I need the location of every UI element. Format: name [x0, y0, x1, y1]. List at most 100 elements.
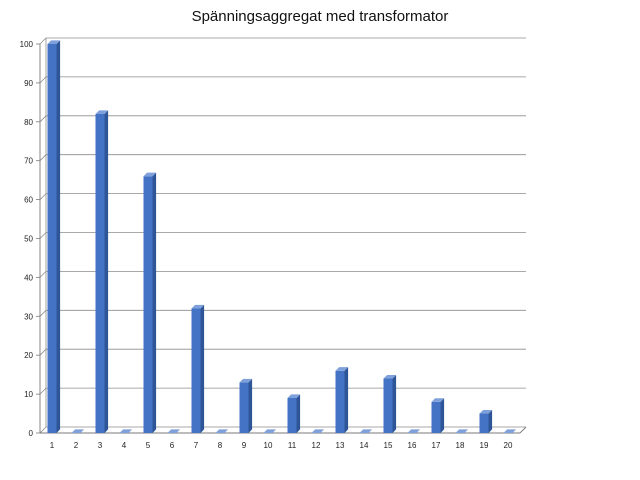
gridline-side	[39, 426, 47, 434]
bar	[335, 367, 349, 433]
bar	[263, 429, 277, 433]
y-tick-label: 60	[24, 196, 33, 205]
bar-front	[143, 176, 153, 433]
bar-side	[200, 304, 205, 433]
y-tick-label: 50	[24, 235, 33, 244]
bar	[287, 394, 301, 433]
bar-top	[503, 429, 517, 433]
bar	[95, 110, 109, 434]
gridline-side	[39, 76, 47, 84]
x-tick-label: 12	[312, 441, 321, 450]
bar	[503, 429, 517, 433]
bar-top	[119, 429, 133, 433]
gridline-side	[39, 310, 47, 317]
bar-top	[47, 40, 61, 44]
x-tick-label: 10	[264, 441, 273, 450]
bar	[239, 378, 253, 433]
bar	[383, 374, 397, 433]
x-tick-label: 6	[170, 441, 175, 450]
bar-side	[296, 394, 301, 433]
bar-side	[56, 40, 61, 434]
bar	[215, 429, 229, 433]
y-tick-label: 20	[24, 351, 33, 360]
bar-side	[104, 110, 109, 434]
x-tick-label: 17	[432, 441, 441, 450]
bar-top	[383, 374, 397, 379]
y-tick-label: 80	[24, 118, 33, 127]
bar-front	[239, 382, 249, 433]
bar	[455, 429, 469, 433]
bar-front	[287, 397, 297, 433]
bar-top	[239, 378, 253, 383]
bar-side	[488, 409, 493, 433]
bar-top	[431, 398, 445, 402]
bars-layer	[47, 40, 517, 434]
bar-top	[335, 367, 349, 371]
floor-edge	[519, 426, 527, 434]
gridline-side	[39, 348, 47, 356]
bar	[119, 429, 133, 433]
bar-top	[215, 429, 229, 433]
x-tick-label: 20	[504, 441, 513, 450]
y-tick-label: 100	[20, 40, 34, 49]
bar-top	[287, 394, 301, 398]
bar	[311, 429, 325, 433]
bar-front	[383, 378, 393, 433]
bar-front	[191, 308, 201, 433]
x-tick-label: 9	[242, 441, 247, 450]
x-tick-label: 18	[456, 441, 465, 450]
gridline-side	[39, 115, 47, 123]
y-tick-label: 70	[24, 157, 33, 166]
grid-layer	[39, 37, 526, 434]
x-tick-label: 19	[480, 441, 489, 450]
gridline-side	[39, 271, 47, 278]
x-tick-label: 2	[74, 441, 79, 450]
bar-top	[479, 409, 493, 414]
axes-layer	[36, 38, 527, 434]
bar	[191, 304, 205, 433]
y-tick-label: 0	[29, 429, 34, 438]
bar	[479, 409, 493, 433]
bar-top	[71, 429, 85, 433]
bar-top	[311, 429, 325, 433]
bar	[167, 429, 181, 433]
x-tick-label: 11	[288, 441, 297, 450]
y-tick-label: 10	[24, 390, 33, 399]
bar-front	[431, 401, 441, 433]
y-tick-label: 30	[24, 312, 33, 321]
x-tick-label: 4	[122, 441, 127, 450]
x-tick-label: 16	[408, 441, 417, 450]
bar	[47, 40, 61, 434]
gridline-side	[39, 193, 47, 200]
bar-side	[440, 398, 445, 433]
bar-top	[95, 110, 109, 115]
bar-side	[152, 172, 157, 433]
gridline-side	[39, 232, 47, 239]
bar	[359, 429, 373, 433]
bar-front	[479, 413, 489, 433]
y-tick-label: 40	[24, 273, 33, 282]
x-tick-label: 3	[98, 441, 103, 450]
bar-side	[344, 367, 349, 433]
bar-top	[143, 172, 157, 177]
gridline-side	[39, 154, 47, 161]
x-tick-label: 13	[336, 441, 345, 450]
bar-front	[95, 114, 105, 434]
x-tick-label: 15	[384, 441, 393, 450]
x-tick-label: 7	[194, 441, 199, 450]
x-tick-label: 5	[146, 441, 151, 450]
gridline-side	[39, 37, 47, 45]
x-tick-label: 14	[360, 441, 369, 450]
bar-front	[47, 44, 57, 433]
bar-top	[263, 429, 277, 433]
x-tick-label: 8	[218, 441, 223, 450]
bar	[71, 429, 85, 433]
gridline-side	[39, 387, 47, 395]
x-tick-label: 1	[50, 441, 55, 450]
chart-title: Spänningsaggregat med transformator	[191, 8, 449, 25]
bar	[431, 398, 445, 433]
bar-side	[392, 374, 397, 433]
y-tick-label: 90	[24, 79, 33, 88]
